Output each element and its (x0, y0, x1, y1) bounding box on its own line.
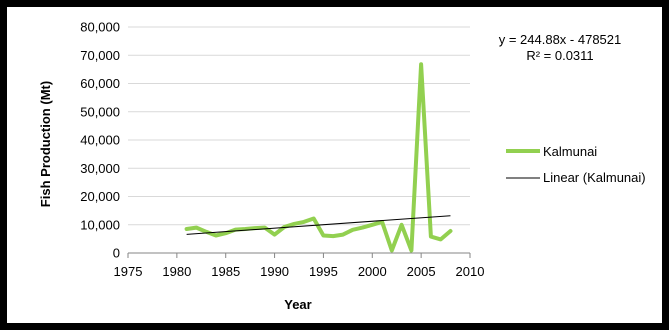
y-tick-30,000: 30,000 (80, 161, 120, 176)
x-axis-title: Year (284, 297, 311, 312)
trendline-linear-kalmunai (186, 215, 451, 235)
axes (127, 252, 471, 258)
y-tick-80,000: 80,000 (80, 20, 120, 35)
line-chart: 0 10,000 20,000 30,000 40,000 50,000 60,000 70,… (38, 20, 646, 313)
x-tick-1985: 1985 (211, 264, 240, 279)
y-tick-0: 0 (113, 246, 120, 261)
y-axis-title: Fish Production (Mt) (38, 81, 53, 207)
y-tick-50,000: 50,000 (80, 104, 120, 119)
gridlines (128, 26, 470, 226)
chart-panel: 0 10,000 20,000 30,000 40,000 50,000 60,000 70,… (7, 7, 662, 323)
x-tick-2005: 2005 (407, 264, 436, 279)
trendline-r-squared: R² = 0.0311 (526, 48, 593, 63)
x-tick-labels: 1975 1980 1985 1990 1995 2000 2005 2010 (114, 264, 485, 279)
trendline-equation: y = 244.88x - 478521 (499, 32, 622, 47)
series-group (184, 62, 453, 253)
y-tick-40,000: 40,000 (80, 133, 120, 148)
x-tick-2000: 2000 (358, 264, 387, 279)
x-tick-1995: 1995 (309, 264, 338, 279)
x-tick-1975: 1975 (114, 264, 143, 279)
y-tick-labels: 0 10,000 20,000 30,000 40,000 50,000 60,000 70,… (80, 20, 120, 261)
series-line-kalmunai (184, 62, 453, 253)
x-tick-1990: 1990 (260, 264, 289, 279)
trendline-group (186, 215, 451, 235)
y-tick-20,000: 20,000 (80, 189, 120, 204)
x-tick-1980: 1980 (162, 264, 191, 279)
x-tick-2010: 2010 (456, 264, 485, 279)
y-tick-60,000: 60,000 (80, 76, 120, 91)
y-tick-10,000: 10,000 (80, 217, 120, 232)
legend-label-kalmunai: Kalmunai (543, 144, 597, 159)
legend-label-linear: Linear (Kalmunai) (543, 170, 646, 185)
y-tick-70,000: 70,000 (80, 48, 120, 63)
legend: Kalmunai Linear (Kalmunai) (506, 144, 646, 185)
